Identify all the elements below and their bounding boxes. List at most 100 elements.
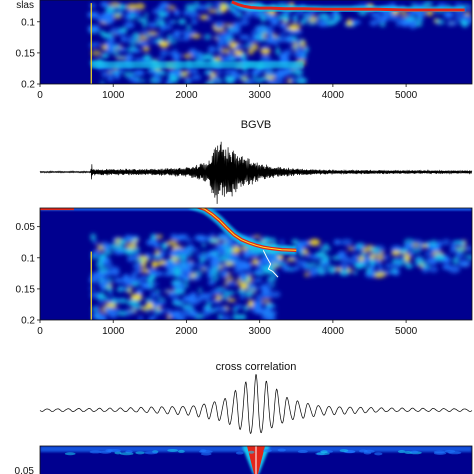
- energy-blob: [347, 246, 354, 251]
- energy-blob: [172, 48, 178, 57]
- energy-blob: [130, 293, 143, 301]
- energy-blob: [170, 233, 178, 240]
- energy-blob: [101, 32, 113, 39]
- energy-blob: [319, 245, 331, 252]
- energy-blob: [154, 308, 161, 315]
- energy-blob: [200, 452, 212, 456]
- energy-blob: [251, 258, 259, 266]
- energy-blob: [168, 290, 174, 298]
- energy-blob: [293, 16, 298, 23]
- energy-blob: [300, 19, 306, 25]
- energy-blob: [130, 308, 136, 314]
- energy-blob: [357, 255, 365, 262]
- energy-blob: [205, 309, 216, 313]
- energy-blob: [333, 14, 342, 22]
- energy-blob: [201, 54, 210, 62]
- energy-blob: [114, 71, 120, 80]
- energy-blob: [369, 20, 378, 27]
- energy-blob: [151, 262, 163, 266]
- energy-blob: [125, 9, 136, 13]
- energy-blob: [173, 29, 181, 37]
- energy-blob: [203, 305, 212, 310]
- energy-blob: [444, 449, 456, 453]
- energy-blob: [253, 269, 264, 275]
- spectrogram-2-y-tick-label: 0.05: [16, 222, 36, 233]
- spectrogram-1-y-tick-label: 0.15: [16, 48, 36, 59]
- spectrogram-2-x-ticks: 0 1000 2000 3000 4000 5000: [37, 320, 418, 337]
- spectrogram-1-ridges: [89, 0, 465, 84]
- energy-blob: [219, 314, 231, 320]
- energy-blob: [104, 244, 112, 249]
- energy-blob: [227, 254, 235, 260]
- energy-blob: [110, 243, 119, 250]
- energy-blob: [232, 314, 242, 320]
- spectrogram-1-frame: [39, 0, 473, 85]
- spectrogram-2-x-tick-label: 5000: [395, 326, 418, 337]
- energy-blob: [397, 450, 406, 454]
- energy-blob: [120, 67, 125, 74]
- energy-blob: [112, 50, 120, 56]
- energy-blob: [178, 266, 186, 272]
- energy-blob: [247, 285, 259, 293]
- energy-blob: [118, 239, 127, 246]
- energy-blob: [106, 299, 113, 303]
- energy-blob: [90, 233, 97, 242]
- energy-blob: [302, 16, 314, 20]
- energy-blob: [158, 40, 170, 48]
- energy-blob: [246, 269, 253, 276]
- energy-blob: [150, 233, 158, 241]
- energy-blob: [285, 35, 294, 43]
- energy-blob: [261, 10, 272, 18]
- energy-blob: [260, 265, 270, 270]
- spectrogram-2-x-tick-label: 3000: [249, 326, 272, 337]
- energy-blob: [453, 240, 466, 245]
- energy-blob: [292, 30, 303, 35]
- energy-blob: [266, 37, 273, 43]
- energy-blob: [171, 310, 182, 315]
- energy-blob: [116, 286, 123, 293]
- energy-blob: [133, 69, 145, 77]
- energy-blob: [225, 248, 232, 254]
- energy-blob: [374, 271, 387, 278]
- energy-blob: [247, 299, 254, 308]
- energy-blob: [131, 49, 142, 54]
- energy-blob: [280, 32, 286, 36]
- trace-title-cross-correlation: cross correlation: [216, 361, 297, 373]
- energy-blob: [246, 39, 255, 46]
- energy-blob: [180, 70, 189, 78]
- energy-blob: [207, 45, 216, 54]
- energy-blob: [148, 275, 157, 279]
- energy-blob: [142, 20, 147, 28]
- energy-blob: [145, 302, 154, 309]
- energy-blob: [94, 304, 99, 309]
- energy-blob: [404, 450, 413, 454]
- energy-blob: [115, 55, 127, 60]
- energy-blob: [237, 304, 243, 309]
- energy-blob: [434, 19, 444, 23]
- energy-blob: [198, 450, 213, 454]
- energy-blob: [141, 268, 150, 273]
- energy-blob: [161, 242, 168, 250]
- energy-blob: [436, 240, 444, 247]
- energy-blob: [410, 2, 416, 8]
- energy-blob: [126, 279, 138, 284]
- energy-blob: [214, 21, 222, 29]
- energy-blob: [424, 250, 433, 257]
- energy-blob: [164, 289, 170, 293]
- energy-blob: [442, 238, 450, 246]
- energy-blob: [466, 246, 472, 251]
- energy-blob: [324, 243, 329, 249]
- energy-blob: [355, 242, 366, 250]
- energy-blob: [100, 80, 105, 84]
- energy-blob: [167, 20, 174, 24]
- energy-blob: [296, 260, 308, 266]
- energy-blob: [299, 40, 307, 48]
- energy-blob: [135, 266, 142, 272]
- energy-blob: [374, 259, 381, 264]
- top-band: [40, 208, 472, 211]
- energy-blob: [353, 270, 358, 275]
- energy-blob: [114, 451, 122, 455]
- energy-blob: [190, 310, 199, 317]
- energy-blob: [126, 13, 132, 18]
- energy-blob: [183, 10, 189, 16]
